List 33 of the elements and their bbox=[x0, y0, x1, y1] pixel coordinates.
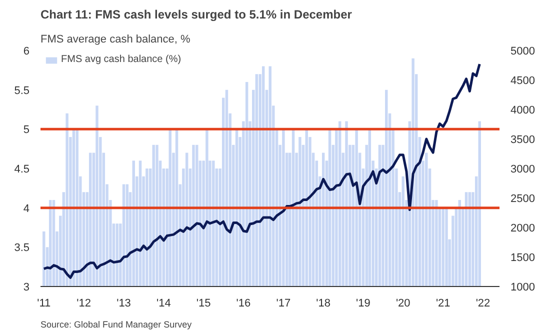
x-tick-label: '18 bbox=[316, 298, 331, 310]
y2-tick-label: 2500 bbox=[510, 193, 535, 205]
y2-tick-label: 5000 bbox=[510, 46, 535, 58]
y2-tick-label: 4500 bbox=[510, 75, 535, 87]
x-tick-label: '21 bbox=[436, 298, 450, 310]
x-tick-label: '22 bbox=[476, 298, 490, 310]
x-tick-label: '14 bbox=[156, 298, 171, 310]
y2-tick-label: 1000 bbox=[510, 282, 535, 294]
x-tick-label: '19 bbox=[356, 298, 370, 310]
source-note: Source: Global Fund Manager Survey bbox=[40, 320, 192, 330]
y2-tick-label: 2000 bbox=[510, 222, 535, 234]
y2-tick-label: 3000 bbox=[510, 164, 535, 176]
y-tick-label: 5.5 bbox=[14, 84, 30, 97]
x-tick-label: '17 bbox=[276, 298, 291, 310]
y-tick-label: 3 bbox=[23, 282, 30, 294]
legend-label: FMS avg cash balance (%) bbox=[61, 54, 182, 65]
y-tick-label: 3.5 bbox=[14, 242, 30, 254]
y2-tick-label: 4000 bbox=[510, 104, 535, 116]
line-series bbox=[42, 62, 481, 279]
y2-tick-label: 3500 bbox=[510, 134, 535, 146]
x-tick-label: '16 bbox=[236, 298, 251, 310]
x-tick-label: '11 bbox=[37, 298, 51, 310]
chart-title: Chart 11: FMS cash levels surged to 5.1% in December bbox=[40, 8, 352, 22]
y-tick-label: 6 bbox=[23, 46, 30, 58]
x-tick-label: '12 bbox=[76, 298, 91, 310]
y-tick-label: 5 bbox=[23, 124, 30, 136]
y-tick-label: 4 bbox=[23, 202, 30, 215]
y2-tick-label: 1500 bbox=[510, 252, 535, 264]
chart-subtitle: FMS average cash balance, % bbox=[40, 34, 191, 46]
x-tick-label: '13 bbox=[116, 298, 131, 310]
y-tick-label: 4.5 bbox=[14, 164, 30, 176]
x-tick-label: '20 bbox=[396, 298, 410, 310]
x-tick-label: '15 bbox=[196, 298, 211, 310]
